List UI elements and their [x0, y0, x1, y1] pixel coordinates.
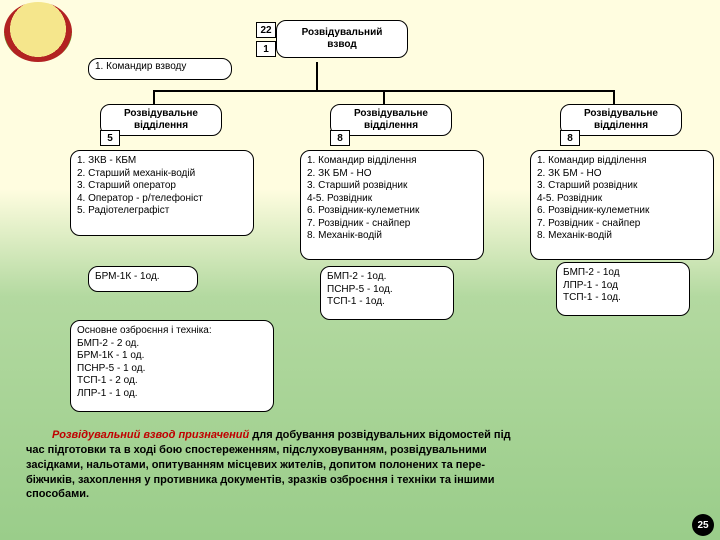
personnel-list: 1. ЗКВ - КБМ 2. Старший механік-водій 3.… — [70, 150, 254, 236]
equipment-box: БМП-2 - 1од ЛПР-1 - 1од ТСП-1 - 1од. — [556, 262, 690, 316]
main-equipment: Основне озброєння і техніка: БМП-2 - 2 о… — [70, 320, 274, 412]
list-item: БРМ-1К - 1од. — [95, 271, 191, 284]
commander-box: 1. Командир взводу — [88, 58, 232, 80]
list-item: БМП-2 - 2 од. — [77, 338, 267, 351]
description-lead: Розвідувальний взвод призначений — [52, 429, 249, 441]
list-item: 3. Старший розвідник — [307, 180, 477, 193]
equipment-title: Основне озброєння і техніка: — [77, 325, 267, 338]
equipment-box: БРМ-1К - 1од. — [88, 266, 198, 292]
list-item: ЛПР-1 - 1 од. — [77, 388, 267, 401]
list-item: ЛПР-1 - 1од — [563, 280, 683, 293]
root-node: Розвідувальний взвод — [276, 20, 408, 58]
section-count: 8 — [560, 130, 580, 146]
list-item: ТСП-1 - 1од. — [327, 296, 447, 309]
list-item: 6. Розвідник-кулеметник — [307, 205, 477, 218]
list-item: 8. Механік-водій — [537, 230, 707, 243]
list-item: 1. Командир відділення — [537, 155, 707, 168]
list-item: ТСП-1 - 1од. — [563, 292, 683, 305]
emblem-icon — [4, 2, 72, 62]
list-item: ПСНР-5 - 1од. — [327, 284, 447, 297]
list-item: 4-5. Розвідник — [307, 193, 477, 206]
list-item: БРМ-1К - 1 од. — [77, 350, 267, 363]
list-item: 4-5. Розвідник — [537, 193, 707, 206]
list-item: ТСП-1 - 2 од. — [77, 375, 267, 388]
personnel-list: 1. Командир відділення 2. ЗК БМ - НО 3. … — [530, 150, 714, 260]
list-item: 2. Старший механік-водій — [77, 168, 247, 181]
personnel-list: 1. Командир відділення 2. ЗК БМ - НО 3. … — [300, 150, 484, 260]
section-count: 5 — [100, 130, 120, 146]
section-count: 8 — [330, 130, 350, 146]
list-item: БМП-2 - 1од. — [327, 271, 447, 284]
list-item: ПСНР-5 - 1 од. — [77, 363, 267, 376]
root-count-bottom: 1 — [256, 41, 276, 57]
connector — [316, 62, 318, 90]
list-item: 4. Оператор - р/телефоніст — [77, 193, 247, 206]
list-item: 8. Механік-водій — [307, 230, 477, 243]
page-number: 25 — [692, 514, 714, 536]
list-item: 2. ЗК БМ - НО — [537, 168, 707, 181]
list-item: 7. Розвідник - снайпер — [307, 218, 477, 231]
equipment-box: БМП-2 - 1од. ПСНР-5 - 1од. ТСП-1 - 1од. — [320, 266, 454, 320]
root-count-top: 22 — [256, 22, 276, 38]
list-item: БМП-2 - 1од — [563, 267, 683, 280]
list-item: 1. Командир відділення — [307, 155, 477, 168]
list-item: 7. Розвідник - снайпер — [537, 218, 707, 231]
list-item: 2. ЗК БМ - НО — [307, 168, 477, 181]
list-item: 1. ЗКВ - КБМ — [77, 155, 247, 168]
list-item: 3. Старший оператор — [77, 180, 247, 193]
list-item: 6. Розвідник-кулеметник — [537, 205, 707, 218]
list-item: 5. Радіотелеграфіст — [77, 205, 247, 218]
description: Розвідувальний взвод призначений для доб… — [26, 428, 706, 502]
list-item: 3. Старший розвідник — [537, 180, 707, 193]
